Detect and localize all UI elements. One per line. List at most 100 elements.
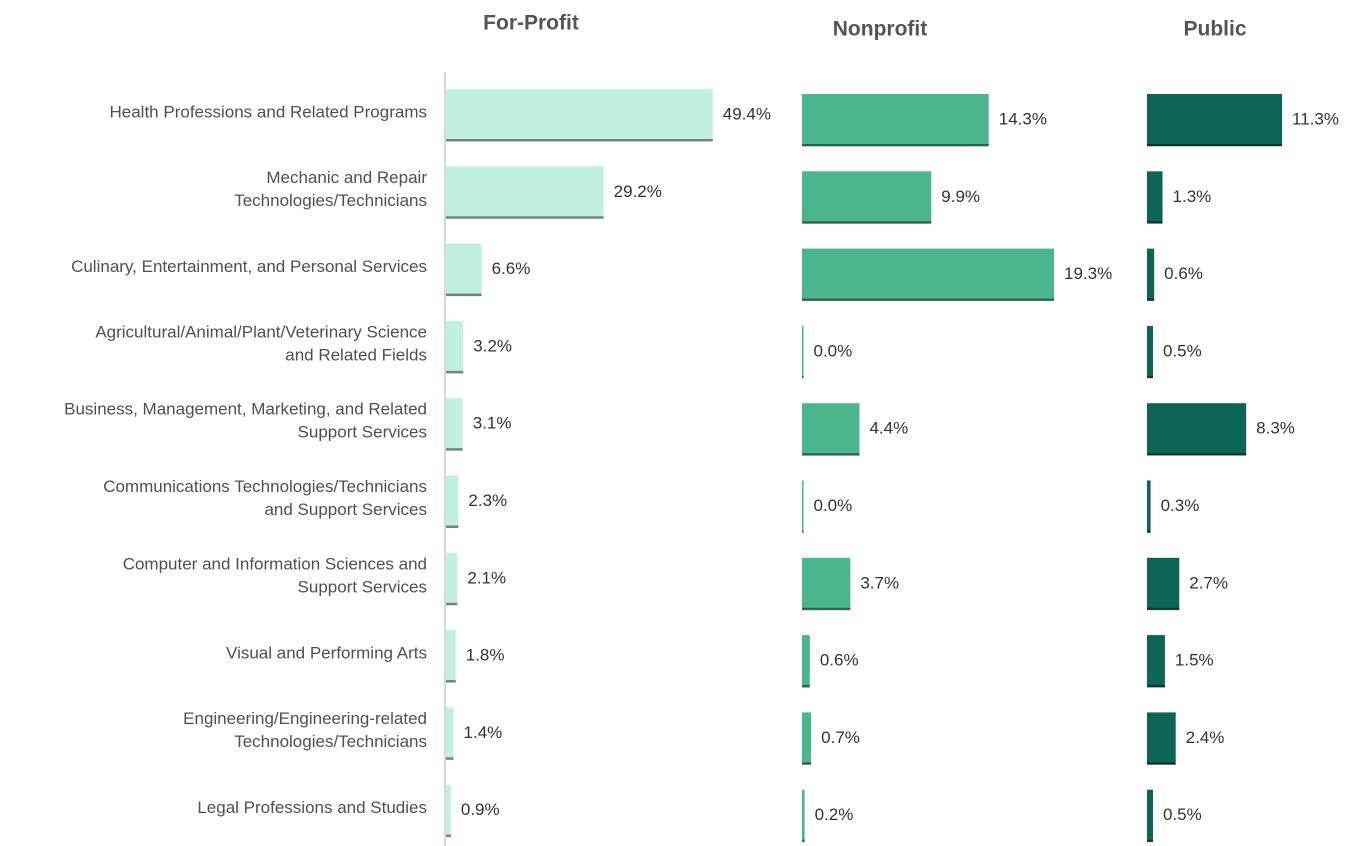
- bar: [802, 248, 1055, 301]
- value-label: 0.7%: [821, 728, 860, 747]
- value-label: 0.6%: [1164, 264, 1203, 283]
- bar: [802, 171, 932, 224]
- value-label: 2.1%: [467, 568, 506, 587]
- category-label: Visual and Performing Arts: [226, 644, 427, 663]
- category-label: Mechanic and Repair Technologies/Technici…: [234, 168, 427, 210]
- bar-shadow: [1147, 530, 1151, 533]
- value-label: 0.5%: [1163, 341, 1202, 360]
- category-label: Business, Management, Marketing, and Rel…: [64, 400, 427, 442]
- value-label: 8.3%: [1256, 419, 1295, 438]
- bar: [802, 325, 804, 378]
- value-label: 2.4%: [1186, 728, 1225, 747]
- value-label: 0.6%: [820, 651, 859, 670]
- bar: [1147, 94, 1283, 146]
- value-label: 6.6%: [492, 259, 531, 278]
- value-label: 9.9%: [941, 187, 980, 206]
- panel-title: Public: [1183, 18, 1246, 41]
- value-label: 0.9%: [461, 800, 500, 819]
- bar: [446, 166, 604, 219]
- bar-shadow: [802, 530, 804, 533]
- bar: [1147, 171, 1163, 224]
- value-label: 1.8%: [466, 646, 505, 665]
- bar-shadow: [802, 298, 1055, 302]
- panel-title: Nonprofit: [833, 18, 927, 41]
- bar-shadow: [446, 602, 458, 606]
- bar: [446, 784, 451, 837]
- bar-shadow: [802, 144, 989, 147]
- bar: [802, 712, 812, 765]
- bar: [446, 320, 464, 373]
- bar-shadow: [802, 221, 932, 224]
- bar-shadow: [802, 762, 812, 765]
- value-label: 3.7%: [860, 573, 899, 592]
- bar-shadow: [1147, 453, 1247, 456]
- bar: [802, 635, 810, 688]
- bar: [1147, 557, 1180, 610]
- value-label: 19.3%: [1064, 264, 1112, 283]
- category-label: Culinary, Entertainment, and Personal Se…: [71, 257, 427, 276]
- bar: [446, 707, 454, 760]
- category-label: Agricultural/Animal/Plant/Veterinary Sci…: [95, 323, 427, 365]
- bar: [1147, 635, 1165, 688]
- value-label: 29.2%: [614, 182, 662, 201]
- category-label: Computer and Information Sciences and Sup…: [123, 555, 427, 597]
- value-label: 2.7%: [1189, 573, 1228, 592]
- bar: [802, 403, 860, 456]
- value-label: 1.5%: [1175, 651, 1214, 670]
- value-label: 14.3%: [999, 109, 1047, 128]
- bar: [1147, 712, 1176, 765]
- bar: [802, 480, 804, 533]
- bar: [802, 789, 805, 842]
- value-label: 0.0%: [814, 341, 853, 360]
- bar: [446, 552, 458, 605]
- bar-shadow: [1147, 221, 1163, 224]
- bar: [446, 630, 456, 683]
- bar-shadow: [446, 757, 454, 760]
- bar: [1147, 248, 1155, 301]
- value-label: 1.3%: [1173, 187, 1212, 206]
- value-label: 1.4%: [464, 723, 503, 742]
- bar-shadow: [446, 370, 464, 374]
- bar-shadow: [1147, 685, 1165, 688]
- bar-shadow: [446, 216, 604, 219]
- value-label: 3.1%: [473, 414, 512, 433]
- value-label: 0.2%: [815, 805, 854, 824]
- bar-shadow: [446, 834, 451, 838]
- value-label: 0.0%: [814, 496, 853, 515]
- value-label: 4.4%: [869, 419, 908, 438]
- bar: [446, 243, 482, 296]
- bar-shadow: [1147, 375, 1153, 379]
- bar-shadow: [802, 607, 851, 611]
- bar: [802, 94, 989, 146]
- bar-shadow: [1147, 607, 1180, 611]
- bar: [1147, 403, 1247, 456]
- bar-shadow: [802, 453, 860, 456]
- bar-shadow: [446, 139, 713, 142]
- value-label: 3.2%: [473, 336, 512, 355]
- bar-shadow: [446, 525, 459, 528]
- panel-title: For-Profit: [483, 12, 579, 35]
- bar: [1147, 325, 1153, 378]
- bar: [446, 89, 713, 141]
- bar: [1147, 789, 1153, 842]
- category-label: Health Professions and Related Programs: [110, 102, 428, 121]
- bar: [446, 398, 463, 451]
- bar-shadow: [802, 685, 810, 688]
- bar-shadow: [1147, 298, 1155, 302]
- bar-shadow: [446, 680, 456, 683]
- bar: [446, 475, 459, 528]
- bar: [802, 557, 851, 610]
- bar: [1147, 480, 1151, 533]
- category-label: Legal Professions and Studies: [197, 798, 427, 817]
- value-label: 0.3%: [1161, 496, 1200, 515]
- bar-shadow: [1147, 762, 1176, 765]
- bar-shadow: [446, 448, 463, 451]
- bar-shadow: [802, 839, 805, 843]
- category-label: Engineering/Engineering-related Technolog…: [183, 709, 427, 751]
- value-label: 0.5%: [1163, 805, 1202, 824]
- value-label: 49.4%: [723, 104, 771, 123]
- bar-shadow: [446, 293, 482, 297]
- bar-shadow: [1147, 839, 1153, 843]
- bar-shadow: [802, 375, 804, 379]
